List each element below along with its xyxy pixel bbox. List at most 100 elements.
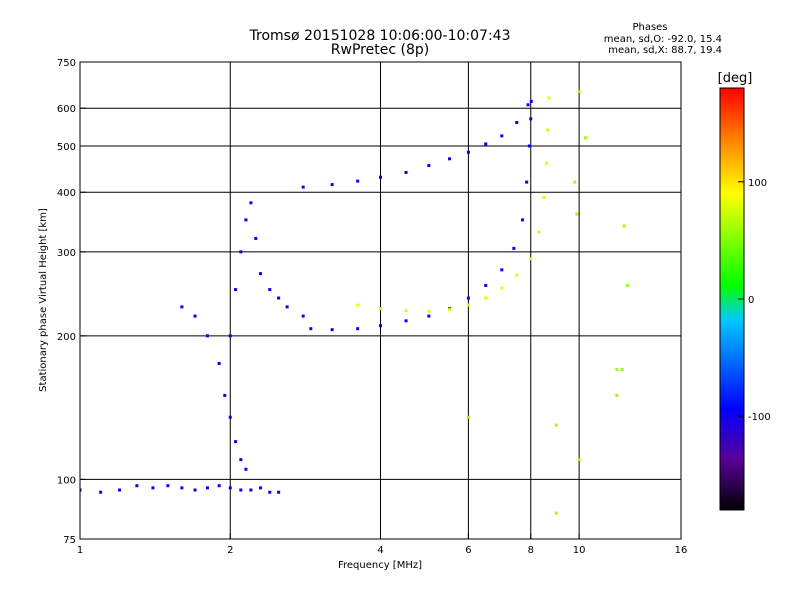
data-point — [239, 458, 243, 462]
data-point — [615, 367, 619, 371]
data-point — [249, 488, 253, 492]
data-point — [80, 488, 82, 492]
data-point — [500, 268, 504, 272]
data-point — [118, 488, 122, 492]
data-point — [244, 467, 248, 471]
data-point — [466, 296, 470, 300]
y-tick-label: 500 — [57, 142, 76, 153]
x-tick-label: 4 — [377, 545, 383, 556]
data-point — [515, 273, 519, 277]
data-point — [466, 415, 470, 419]
x-tick-label: 2 — [227, 545, 233, 556]
data-point — [529, 257, 533, 261]
phases-x-stats: mean, sd,X: 88.7, 19.4 — [608, 45, 722, 56]
data-point — [249, 201, 253, 205]
data-point — [244, 218, 248, 222]
data-point — [301, 314, 305, 318]
data-point — [285, 305, 289, 309]
data-point — [309, 327, 313, 331]
data-point — [379, 307, 382, 311]
data-point — [529, 117, 533, 121]
data-point — [515, 121, 519, 125]
colorbar-title: [deg] — [718, 71, 753, 86]
data-point — [259, 486, 263, 490]
y-tick-label: 400 — [57, 188, 76, 199]
data-point — [379, 324, 382, 328]
data-point — [577, 458, 581, 462]
x-tick-label: 6 — [465, 545, 471, 556]
data-point — [277, 490, 281, 494]
data-point — [546, 128, 550, 132]
y-tick-label: 200 — [57, 332, 76, 343]
data-point — [404, 308, 408, 312]
data-point — [575, 212, 579, 216]
chart-title: Tromsø 20151028 10:06:00-10:07:43 — [249, 28, 511, 44]
data-point — [554, 511, 558, 515]
grid-lines — [80, 62, 681, 539]
colorbar-ticks: 100 0 -100 — [738, 178, 771, 423]
data-point — [193, 314, 197, 318]
data-point — [404, 170, 408, 174]
data-point — [223, 393, 227, 397]
chart-subtitle: RwPretec (8p) — [331, 42, 429, 58]
data-point — [166, 484, 170, 488]
data-point — [512, 246, 516, 250]
data-point — [427, 314, 431, 318]
phases-o-stats: mean, sd,O: -92.0, 15.4 — [604, 34, 722, 45]
data-point — [228, 486, 232, 490]
data-point — [526, 103, 530, 107]
data-point — [484, 296, 488, 300]
data-point — [239, 250, 243, 254]
x-tick-label: 16 — [675, 545, 688, 556]
y-tick-label: 600 — [57, 104, 76, 115]
phases-heading: Phases — [632, 22, 667, 33]
data-point — [466, 150, 470, 154]
colorbar-tick-label: 0 — [748, 295, 754, 306]
data-point — [500, 134, 504, 138]
data-point — [529, 99, 533, 103]
data-point — [625, 283, 629, 287]
colorbar-tick-label: 100 — [748, 178, 767, 189]
data-point — [228, 334, 232, 338]
data-point — [205, 486, 209, 490]
data-point — [135, 484, 139, 488]
data-point — [217, 361, 221, 365]
data-points — [80, 90, 629, 515]
data-point — [99, 490, 103, 494]
data-point — [500, 286, 504, 290]
data-point — [584, 136, 588, 140]
x-axis-label: Frequency [MHz] — [338, 560, 422, 571]
data-point — [356, 179, 360, 183]
data-point — [356, 303, 360, 307]
data-point — [404, 319, 408, 323]
data-point — [217, 484, 221, 488]
x-tick-label: 1 — [77, 545, 83, 556]
axis-ticks: 1 2 4 6 8 10 16 75 100 200 300 400 500 600 750 — [57, 58, 687, 556]
data-point — [448, 308, 452, 312]
data-point — [547, 96, 551, 100]
data-point — [356, 327, 360, 331]
data-point — [527, 144, 531, 148]
data-point — [542, 195, 546, 199]
data-point — [484, 142, 488, 146]
y-tick-label: 100 — [57, 475, 76, 486]
data-point — [427, 164, 431, 168]
data-point — [615, 393, 619, 397]
data-point — [330, 328, 334, 332]
data-point — [277, 296, 281, 300]
y-tick-label: 300 — [57, 248, 76, 259]
x-tick-label: 8 — [528, 545, 534, 556]
data-point — [620, 367, 624, 371]
data-point — [234, 288, 238, 292]
data-point — [573, 180, 577, 184]
data-point — [484, 283, 488, 287]
data-point — [379, 175, 382, 179]
data-point — [259, 272, 263, 276]
data-point — [537, 230, 541, 234]
data-point — [544, 161, 548, 165]
data-point — [228, 415, 232, 419]
data-point — [525, 180, 529, 184]
data-point — [205, 334, 209, 338]
data-point — [427, 309, 431, 313]
